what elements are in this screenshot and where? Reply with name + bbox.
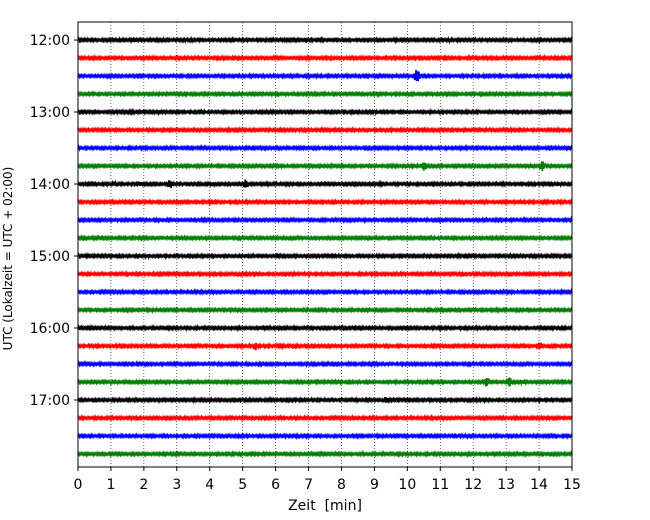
- trace-line: [77, 431, 573, 441]
- y-tick-label: 15:00: [30, 249, 70, 265]
- y-tick-label: 13:00: [30, 105, 70, 121]
- x-tick-label: 15: [563, 477, 581, 493]
- trace-line: [77, 341, 573, 351]
- plot-frame: [77, 21, 573, 468]
- trace-line: [77, 251, 573, 261]
- x-tick-label: 1: [106, 477, 115, 493]
- trace-line: [77, 413, 573, 423]
- trace-line: [77, 215, 573, 225]
- x-tick-label: 3: [172, 477, 181, 493]
- x-tick-label: 9: [370, 477, 379, 493]
- x-tick-label: 10: [398, 477, 416, 493]
- traces: [77, 35, 573, 459]
- y-tick-label: 14:00: [30, 177, 70, 193]
- y-tick-label: 12:00: [30, 33, 70, 49]
- x-tick-label: 4: [205, 477, 214, 493]
- trace-line: [77, 323, 573, 333]
- trace-line: [77, 377, 573, 387]
- x-tick-label: 11: [431, 477, 449, 493]
- trace-line: [77, 161, 573, 172]
- trace-line: [77, 53, 573, 63]
- y-tick-label: 16:00: [30, 321, 70, 337]
- x-axis-label: Zeit [min]: [288, 498, 362, 514]
- trace-line: [77, 269, 573, 279]
- trace-line: [77, 125, 573, 135]
- x-tick-label: 13: [497, 477, 515, 493]
- x-tick-label: 6: [271, 477, 280, 493]
- trace-line: [77, 234, 573, 243]
- trace-line: [77, 305, 573, 315]
- trace-line: [77, 395, 573, 405]
- trace-line: [77, 35, 573, 45]
- vertical-grid: [110, 22, 540, 467]
- trace-line: [77, 89, 573, 99]
- trace-line: [77, 449, 573, 459]
- trace-line: [77, 69, 573, 82]
- x-tick-label: 12: [464, 477, 482, 493]
- trace-line: [77, 359, 573, 369]
- x-axis-ticks: 0 1 2 3 4 5 6 7 8 9 10 11 12 13 14 15: [74, 467, 581, 493]
- x-tick-label: 7: [304, 477, 313, 493]
- x-tick-label: 2: [139, 477, 148, 493]
- x-tick-label: 0: [74, 477, 83, 493]
- x-tick-label: 5: [238, 477, 247, 493]
- trace-line: [77, 197, 573, 207]
- trace-line: [77, 179, 573, 189]
- trace-line: [77, 143, 573, 153]
- y-axis-ticks: 12:00 13:00 14:00 15:00 16:00 17:00: [30, 33, 78, 409]
- trace-line: [77, 107, 573, 117]
- y-axis-label: UTC (Lokalzeit = UTC + 02:00): [1, 167, 15, 351]
- x-tick-label: 8: [337, 477, 346, 493]
- trace-line: [77, 287, 573, 297]
- x-tick-label: 14: [530, 477, 548, 493]
- y-tick-label: 17:00: [30, 393, 70, 409]
